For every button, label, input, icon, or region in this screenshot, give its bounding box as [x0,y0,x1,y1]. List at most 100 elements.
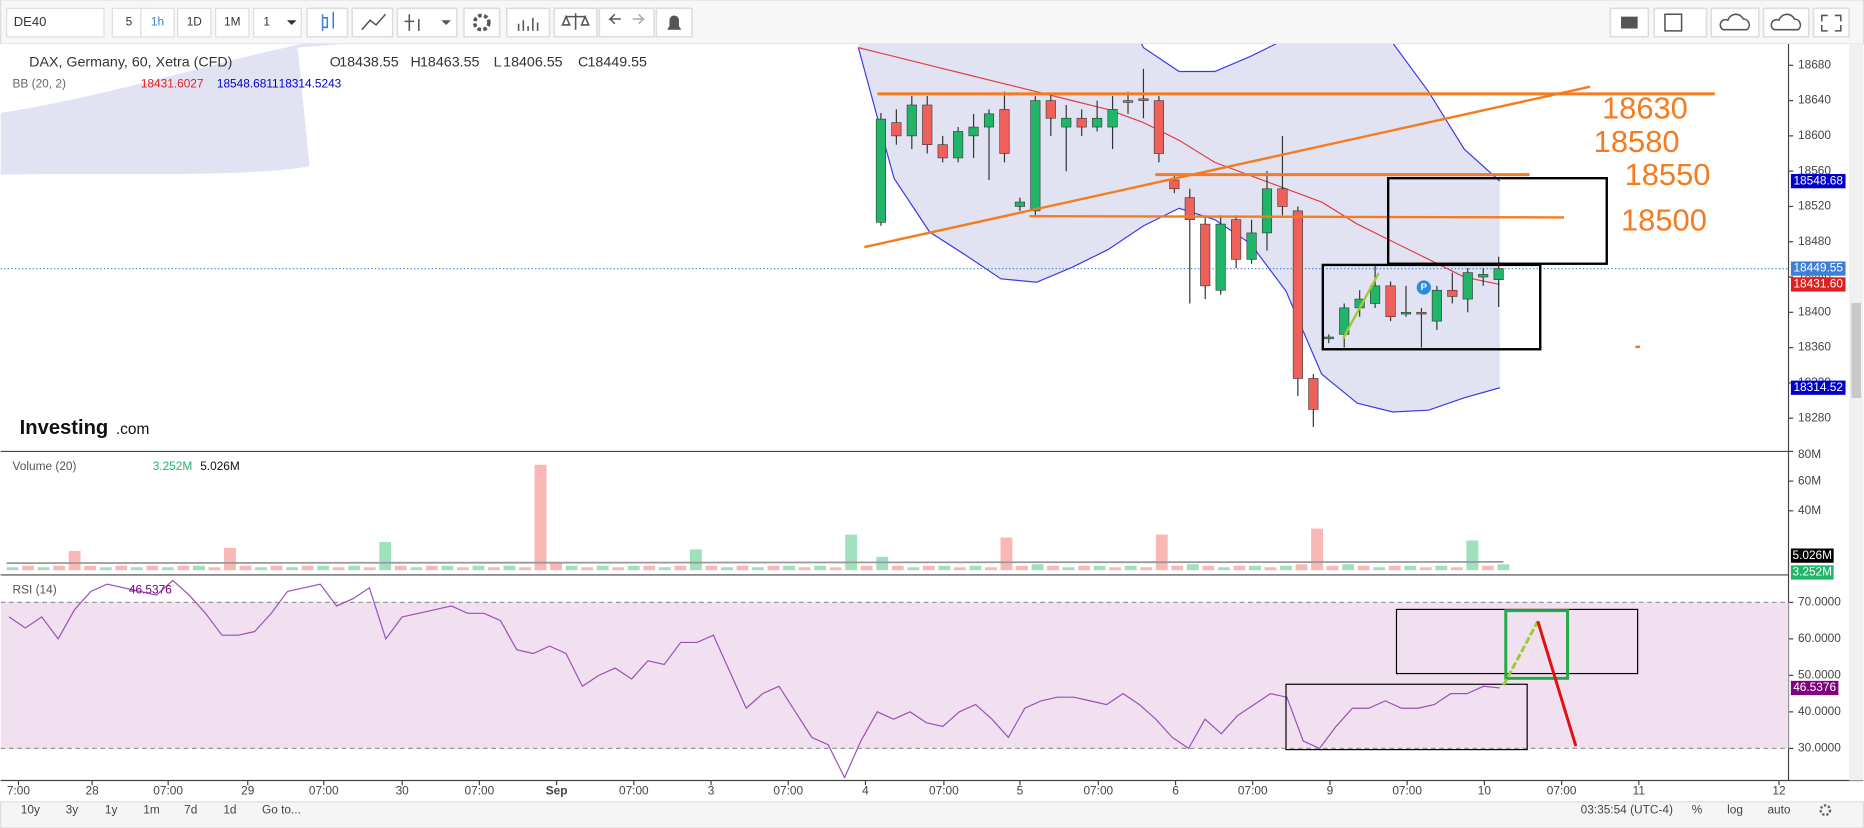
symbol-input[interactable] [5,7,105,38]
pivot-marker[interactable] [1416,280,1431,295]
annotation: 18580 [1594,124,1680,159]
volume-bar [1248,565,1261,571]
volume-bar [596,565,609,571]
x-tick-label: 29 [241,783,255,797]
y-tick-label: 50.0000 [1798,667,1841,681]
box[interactable] [1504,609,1570,680]
settings-button[interactable] [463,7,501,38]
volume-bar [441,565,454,571]
cloud-load[interactable] [1710,7,1760,38]
trend-line[interactable] [864,85,1591,249]
cloud-icon [1719,13,1751,31]
axis-option[interactable]: auto [1767,802,1790,816]
volume-bar [332,567,345,571]
volume-bar [488,567,500,571]
volume-bar [317,565,330,571]
range-button[interactable]: 1m [143,802,160,816]
fullscreen-button[interactable] [1812,7,1850,38]
y-tick-label: 18480 [1798,234,1831,248]
candle-body [1246,232,1257,260]
goto[interactable]: Go to... [262,802,301,816]
interval-button[interactable] [111,7,147,38]
bb-upper: 18548.6811 [217,76,279,90]
volume-bar [953,567,966,571]
volume-bar [969,565,982,571]
volume-name: Volume (20) [13,459,77,473]
volume-bar [658,567,671,571]
x-tick-label: 07:00 [929,783,959,797]
volume-pane [6,464,1510,571]
undo-redo[interactable] [598,7,655,38]
interval-button[interactable] [253,7,302,38]
level-line[interactable] [1029,215,1564,219]
volume-bar [922,565,935,571]
x-tick-label: 07:00 [465,783,495,797]
volume-bar [192,565,205,571]
axis-option[interactable]: log [1727,802,1743,816]
volume-bar [1047,565,1059,571]
y-tick-label: 40M [1798,503,1821,517]
candle-body [1385,285,1396,318]
range-button[interactable]: 3y [66,802,79,816]
box[interactable] [1321,263,1542,351]
y-tick-label: 18680 [1798,57,1831,71]
candle-body [999,109,1010,154]
volume-bar [1326,565,1339,571]
range-button[interactable]: 1d [223,802,236,816]
volume-ma-legend: 5.026M [200,459,240,473]
x-tick-label: 11 [1633,783,1646,797]
range-button[interactable]: 7d [184,802,197,816]
candle-body [1138,98,1149,101]
volume-bar [115,565,128,571]
volume-bar [1062,567,1075,571]
candle-body [1478,274,1489,278]
box[interactable] [1285,683,1528,751]
candle-body [1200,223,1211,287]
ohlc-value: 18406.55 [503,55,563,71]
scrollbar[interactable] [1849,43,1864,781]
volume-bar [612,567,625,571]
volume-bar [1450,567,1463,571]
range-button[interactable]: 10y [21,802,40,816]
undo-icon [608,13,621,25]
interval-label: 5 [126,15,133,29]
volume-bar [1031,564,1044,571]
toolbar-icons [306,7,1850,38]
interval-label: 1 [263,15,270,29]
x-tick-label: 07:00 [153,783,183,797]
settings-icon[interactable] [1819,804,1832,817]
y-tick-label: 60.0000 [1798,631,1841,645]
candle-body [1076,117,1087,128]
volume-bar [1233,565,1246,571]
volume-bar [1016,565,1028,571]
interval-button[interactable] [140,7,175,38]
trend-line[interactable] [1502,620,1540,687]
axis-option[interactable]: % [1692,802,1703,816]
volume-bar [224,547,236,571]
x-tick-label: 07:00 [1238,783,1268,797]
x-tick-label: 7:00 [7,783,30,797]
cloud-icon [1770,13,1802,31]
volume-bar [550,562,563,571]
bb-middle [858,47,1500,285]
candle-body [1277,188,1288,207]
indicator-button[interactable] [505,7,551,38]
volume-bar [208,567,221,571]
clock: 03:35:54 (UTC-4) [1581,802,1673,816]
candle-body [922,104,933,145]
candle-body [1370,285,1381,304]
candle-body [983,113,995,128]
candle-body [1014,201,1025,207]
trend-line[interactable] [1536,620,1578,747]
scroll-thumb[interactable] [1851,302,1861,398]
dropdown-icon [286,20,297,25]
bb-band-left [0,43,346,175]
range-button[interactable]: 1y [105,802,118,816]
interval-button[interactable] [177,7,212,38]
ohlc-value: 18438.55 [339,55,399,71]
interval-button[interactable] [215,7,250,38]
cloud-save[interactable] [1762,7,1810,38]
template-icon [1664,13,1683,32]
template-button[interactable] [1653,7,1708,38]
trend-line[interactable] [1341,272,1380,340]
